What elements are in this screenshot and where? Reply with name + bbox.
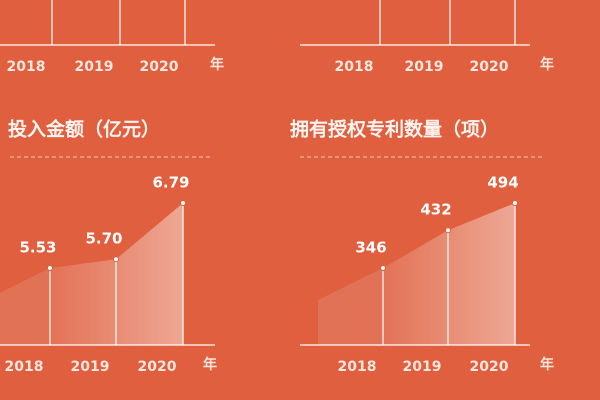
area-lead-in bbox=[318, 268, 383, 345]
x-tick-label: 2019 bbox=[403, 359, 442, 375]
chart-title: 投入金额（亿元） bbox=[8, 118, 160, 141]
x-tick-label: 2018 bbox=[5, 359, 44, 375]
x-unit: 年 bbox=[210, 56, 224, 73]
point bbox=[113, 256, 119, 263]
x-tick-label: 2020 bbox=[138, 359, 177, 375]
x-tick-label: 2020 bbox=[470, 59, 509, 75]
point bbox=[380, 265, 386, 271]
value-label: 5.70 bbox=[85, 230, 122, 248]
x-tick-label: 2018 bbox=[338, 359, 377, 375]
x-tick-label: 2020 bbox=[140, 59, 179, 75]
x-tick-label: 2019 bbox=[71, 359, 110, 375]
point bbox=[47, 265, 53, 271]
chart-title: 拥有授权专利数量（项） bbox=[290, 118, 499, 141]
point bbox=[445, 227, 451, 234]
value-label: 346 bbox=[355, 239, 386, 257]
x-tick-label: 2019 bbox=[75, 59, 114, 75]
area bbox=[383, 203, 515, 345]
x-tick-label: 2020 bbox=[470, 359, 509, 375]
value-label: 5.53 bbox=[19, 239, 56, 257]
x-unit: 年 bbox=[540, 56, 554, 73]
x-tick-label: 2018 bbox=[335, 59, 374, 75]
x-tick-label: 2019 bbox=[405, 59, 444, 75]
x-tick-label: 2018 bbox=[7, 59, 46, 75]
value-label: 6.79 bbox=[152, 174, 189, 192]
x-unit: 年 bbox=[540, 356, 554, 373]
value-label: 494 bbox=[487, 174, 518, 192]
x-unit: 年 bbox=[203, 356, 217, 373]
value-label: 432 bbox=[420, 201, 451, 219]
point bbox=[180, 200, 186, 206]
point bbox=[512, 200, 518, 206]
area-lead-in bbox=[0, 268, 50, 345]
